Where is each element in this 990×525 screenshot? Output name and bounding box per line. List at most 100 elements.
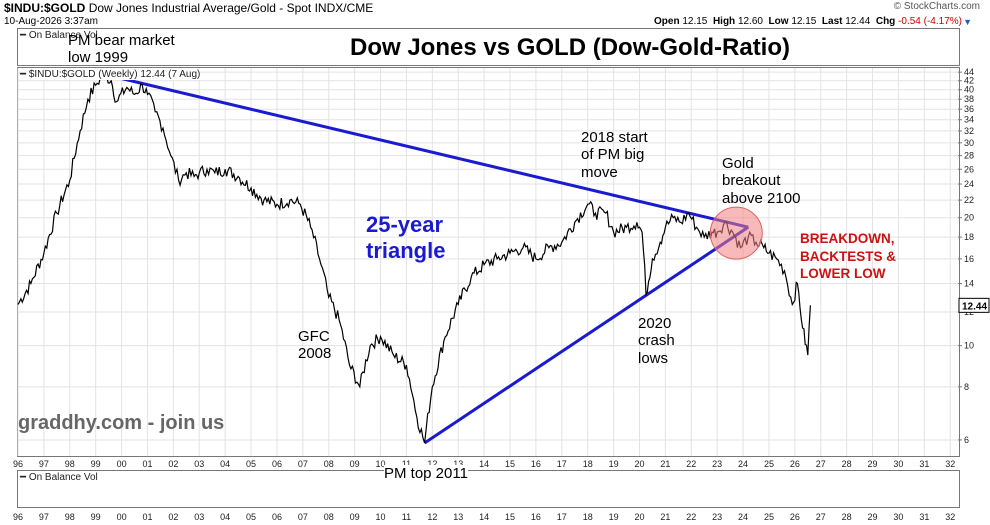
x-tick-label-bottom: 20	[634, 512, 644, 522]
x-tick-label: 99	[91, 459, 101, 469]
y-tick-label: 34	[964, 115, 974, 125]
y-tick-label: 42	[964, 76, 974, 86]
x-tick-label: 98	[65, 459, 75, 469]
x-tick-label: 08	[324, 459, 334, 469]
x-tick-label: 09	[350, 459, 360, 469]
y-tick-label: 32	[964, 126, 974, 136]
x-tick-label-bottom: 32	[945, 512, 955, 522]
x-tick-label: 16	[531, 459, 541, 469]
y-tick-label: 26	[964, 164, 974, 174]
x-tick-label-bottom: 30	[893, 512, 903, 522]
x-tick-label-bottom: 18	[583, 512, 593, 522]
x-tick-label-bottom: 15	[505, 512, 515, 522]
x-tick-label-bottom: 17	[557, 512, 567, 522]
triangle-line1: 25-year	[366, 212, 444, 237]
pm-bear-line1: PM bear market	[68, 32, 175, 49]
x-tick-label-bottom: 99	[91, 512, 101, 522]
gold-line1: Gold	[722, 155, 754, 172]
x-tick-label-bottom: 07	[298, 512, 308, 522]
y-tick-label: 10	[964, 341, 974, 351]
gold-line2: breakout	[722, 172, 781, 190]
x-tick-label: 21	[660, 459, 670, 469]
low-value: 12.15	[791, 16, 817, 27]
y-tick-label: 14	[964, 279, 974, 289]
x-tick-label: 26	[790, 459, 800, 469]
y-tick-label: 16	[964, 254, 974, 264]
x-tick-label: 97	[39, 459, 49, 469]
gold-line3: above 2100	[722, 189, 801, 207]
x-tick-label: 06	[272, 459, 282, 469]
x-tick-label: 30	[893, 459, 903, 469]
x-tick-label: 03	[194, 459, 204, 469]
x-tick-label-bottom: 14	[479, 512, 489, 522]
triangle-annotation: 25-year triangle	[366, 212, 445, 265]
x-tick-label: 22	[686, 459, 696, 469]
y-tick-label: 6	[964, 435, 969, 445]
highlight-layer	[709, 206, 763, 260]
last-value-box	[958, 297, 990, 313]
dropdown-arrow-icon[interactable]: ▼	[963, 17, 972, 27]
legend-line-icon: ━	[20, 472, 29, 483]
x-tick-label-bottom: 04	[220, 512, 230, 522]
legend-line-icon: ━	[20, 30, 29, 41]
obv-top-label: On Balance Vol	[28, 30, 98, 41]
breakdown-line3: LOWER LOW	[800, 266, 886, 282]
chart-title: Dow Jones vs GOLD (Dow-Gold-Ratio)	[350, 34, 791, 61]
last-value: 12.44	[845, 16, 871, 27]
start-2018-line2: of PM big	[581, 146, 645, 164]
x-tick-label-bottom: 02	[168, 512, 178, 522]
x-tick-label-bottom: 26	[790, 512, 800, 522]
x-tick-label: 07	[298, 459, 308, 469]
x-tick-label: 05	[246, 459, 256, 469]
x-tick-label-bottom: 09	[350, 512, 360, 522]
y-tick-label: 20	[964, 213, 974, 223]
x-tick-label-bottom: 03	[194, 512, 204, 522]
symbol-label: $INDU:$GOLD	[4, 1, 86, 15]
y-tick-label: 38	[964, 94, 974, 104]
start-2018-line3: move	[581, 163, 618, 181]
symbol-description: Dow Jones Industrial Average/Gold - Spot…	[88, 1, 374, 15]
gfc-line1: GFC	[298, 328, 330, 345]
x-tick-label-bottom: 96	[13, 512, 23, 522]
x-tick-label-bottom: 11	[402, 512, 411, 522]
legend-line-icon: ━	[20, 69, 29, 80]
x-tick-label: 27	[816, 459, 826, 469]
x-tick-label-bottom: 24	[738, 512, 748, 522]
x-tick-label: 01	[142, 459, 152, 469]
chg-label: Chg	[875, 16, 896, 27]
y-tick-label: 24	[964, 179, 974, 189]
x-tick-label-bottom: 01	[142, 512, 152, 522]
x-tick-label: 02	[168, 459, 178, 469]
x-tick-label-bottom: 98	[65, 512, 75, 522]
trendline-layer	[103, 72, 750, 445]
x-tick-label: 19	[609, 459, 619, 469]
y-tick-label: 44	[964, 67, 974, 77]
obv-top-panel	[17, 28, 960, 66]
x-tick-label-bottom: 05	[246, 512, 256, 522]
x-tick-label: 23	[712, 459, 722, 469]
price-line-layer	[17, 71, 811, 444]
x-tick-label: 24	[738, 459, 748, 469]
axis-layer: 6810121416182022242628303234363840424496…	[13, 67, 990, 469]
crash-line1: 2020	[638, 315, 672, 332]
y-tick-label: 28	[964, 151, 974, 161]
obv-bottom-panel	[17, 470, 960, 508]
x-tick-label: 13	[453, 459, 463, 469]
x-tick-label: 18	[583, 459, 593, 469]
start-2018-annotation: 2018 start of PM big move	[581, 129, 648, 181]
x-tick-label: 15	[505, 459, 515, 469]
x-tick-label: 32	[945, 459, 955, 469]
y-tick-label: 36	[964, 104, 974, 114]
trendline-2	[423, 225, 750, 445]
x-tick-label-bottom: 25	[764, 512, 774, 522]
x-tick-label-bottom: 22	[686, 512, 696, 522]
x-tick-label-bottom: 23	[712, 512, 722, 522]
high-value: 12.60	[737, 16, 763, 27]
y-tick-label: 30	[964, 138, 974, 148]
breakdown-annotation: BREAKDOWN, BACKTESTS & LOWER LOW	[800, 230, 896, 283]
x-tick-label-bottom: 00	[117, 512, 127, 522]
triangle-line2: triangle	[366, 238, 446, 264]
x-tick-label: 29	[868, 459, 878, 469]
bottom-axis-layer: 96 97 98 99 00 01 02 03 04 05 06 07 08 09 10 11 12 13 14 15…	[13, 512, 955, 522]
